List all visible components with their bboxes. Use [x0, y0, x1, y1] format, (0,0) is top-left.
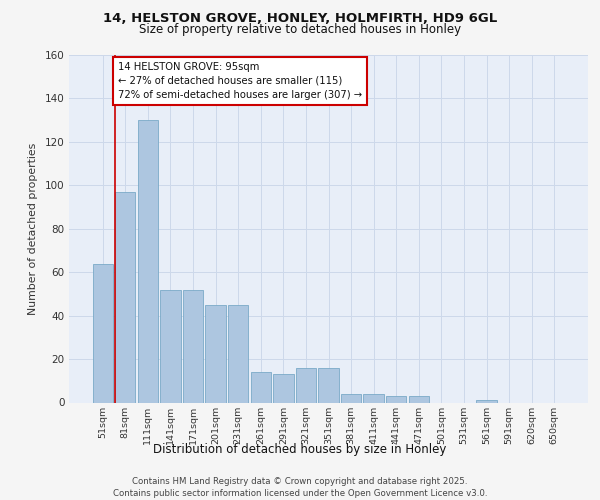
Bar: [138, 120, 158, 403]
Bar: [476, 400, 497, 402]
Bar: [273, 374, 293, 402]
Bar: [160, 290, 181, 403]
Bar: [386, 396, 406, 402]
Bar: [115, 192, 136, 402]
Y-axis label: Number of detached properties: Number of detached properties: [28, 142, 38, 315]
Text: Size of property relative to detached houses in Honley: Size of property relative to detached ho…: [139, 22, 461, 36]
Bar: [205, 305, 226, 402]
Text: Contains public sector information licensed under the Open Government Licence v3: Contains public sector information licen…: [113, 489, 487, 498]
Text: Contains HM Land Registry data © Crown copyright and database right 2025.: Contains HM Land Registry data © Crown c…: [132, 478, 468, 486]
Text: 14, HELSTON GROVE, HONLEY, HOLMFIRTH, HD9 6GL: 14, HELSTON GROVE, HONLEY, HOLMFIRTH, HD…: [103, 12, 497, 26]
Bar: [183, 290, 203, 403]
Bar: [409, 396, 429, 402]
Text: 14 HELSTON GROVE: 95sqm
← 27% of detached houses are smaller (115)
72% of semi-d: 14 HELSTON GROVE: 95sqm ← 27% of detache…: [118, 62, 362, 100]
Bar: [341, 394, 361, 402]
Bar: [296, 368, 316, 402]
Text: Distribution of detached houses by size in Honley: Distribution of detached houses by size …: [154, 442, 446, 456]
Bar: [251, 372, 271, 402]
Bar: [92, 264, 113, 402]
Bar: [319, 368, 338, 402]
Bar: [228, 305, 248, 402]
Bar: [364, 394, 384, 402]
